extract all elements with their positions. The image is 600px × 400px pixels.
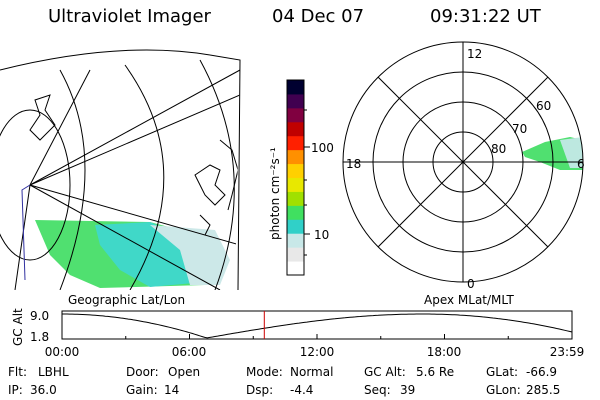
polar-panel-label: Apex MLat/MLT (424, 293, 514, 307)
glon-label: GLon: (486, 383, 521, 397)
geographic-map (0, 59, 240, 290)
app-title: Ultraviolet Imager (48, 6, 211, 27)
mlt-label-12: 12 (467, 47, 482, 61)
orbit-y-label: GC Alt (11, 308, 25, 346)
time-readout: 09:31:22 UT (430, 6, 541, 27)
colorbar-band (287, 233, 304, 248)
seq-label: Seq: (364, 383, 391, 397)
polar-plot (342, 41, 584, 283)
colorbar-label: photon cm⁻²s⁻¹ (268, 147, 282, 240)
mlat-label-60: 60 (536, 99, 551, 113)
ip-value: 36.0 (30, 383, 57, 397)
colorbar-band (287, 261, 304, 276)
colorbar-band (287, 191, 304, 206)
orbit-x-tick-0600: 06:00 (172, 345, 207, 359)
orbit-x-tick-1200: 12:00 (300, 345, 335, 359)
colorbar-band (287, 219, 304, 234)
door-value: Open (168, 365, 200, 379)
dsp-value: -4.4 (290, 383, 313, 397)
flt-label: Flt: (8, 365, 27, 379)
mode-label: Mode: (246, 365, 283, 379)
colorbar-band (287, 93, 304, 109)
date-readout: 04 Dec 07 (272, 6, 365, 27)
orbit-x-tick-0000: 00:00 (45, 345, 80, 359)
glat-label: GLat: (486, 365, 518, 379)
glat-value: -66.9 (526, 365, 557, 379)
mlt-label-18: 18 (346, 157, 361, 171)
door-label: Door: (126, 365, 159, 379)
flt-value: LBHL (38, 365, 69, 379)
gain-value: 14 (164, 383, 179, 397)
polar-emission-faint (560, 137, 583, 168)
colorbar-band (287, 205, 304, 220)
colorbar-band (287, 149, 304, 165)
glon-value: 285.5 (526, 383, 560, 397)
colorbar-ticks (304, 109, 310, 256)
colorbar-band (287, 107, 304, 123)
colorbar-band (287, 135, 304, 151)
mlt-label-6: 6 (577, 157, 585, 171)
geo-emission-faint (150, 225, 230, 285)
geo-panel-label: Geographic Lat/Lon (68, 293, 185, 307)
gain-label: Gain: (126, 383, 158, 397)
info-row-1: Flt: LBHL Door: Open Mode: Normal GC Alt… (8, 365, 557, 379)
orbit-x-tick-1800: 18:00 (427, 345, 462, 359)
gcalt-value: 5.6 Re (416, 365, 454, 379)
orbit-y-tick-top: 9.0 (30, 309, 49, 323)
colorbar-band (287, 163, 304, 178)
colorbar-band (287, 177, 304, 192)
ip-label: IP: (8, 383, 23, 397)
mlat-label-70: 70 (512, 122, 527, 136)
orbit-plot (61, 310, 573, 340)
orbit-y-tick-bottom: 1.8 (30, 330, 49, 344)
colorbar-tick-10: 10 (314, 228, 329, 242)
colorbar-band (287, 247, 304, 262)
orbit-altitude-curve (62, 313, 573, 339)
colorbar-band (287, 121, 304, 137)
orbit-x-tick-2359: 23:59 (550, 345, 585, 359)
colorbar (286, 79, 305, 276)
colorbar-tick-100: 100 (311, 141, 334, 155)
dsp-label: Dsp: (246, 383, 273, 397)
mlt-label-0: 0 (467, 277, 475, 291)
seq-value: 39 (400, 383, 415, 397)
colorbar-frame (286, 79, 305, 276)
info-row-2: IP: 36.0 Gain: 14 Dsp: -4.4 Seq: 39 GLon… (8, 383, 560, 397)
mode-value: Normal (290, 365, 333, 379)
gcalt-label: GC Alt: (364, 365, 406, 379)
mlat-label-80: 80 (491, 142, 506, 156)
colorbar-band (287, 80, 304, 95)
